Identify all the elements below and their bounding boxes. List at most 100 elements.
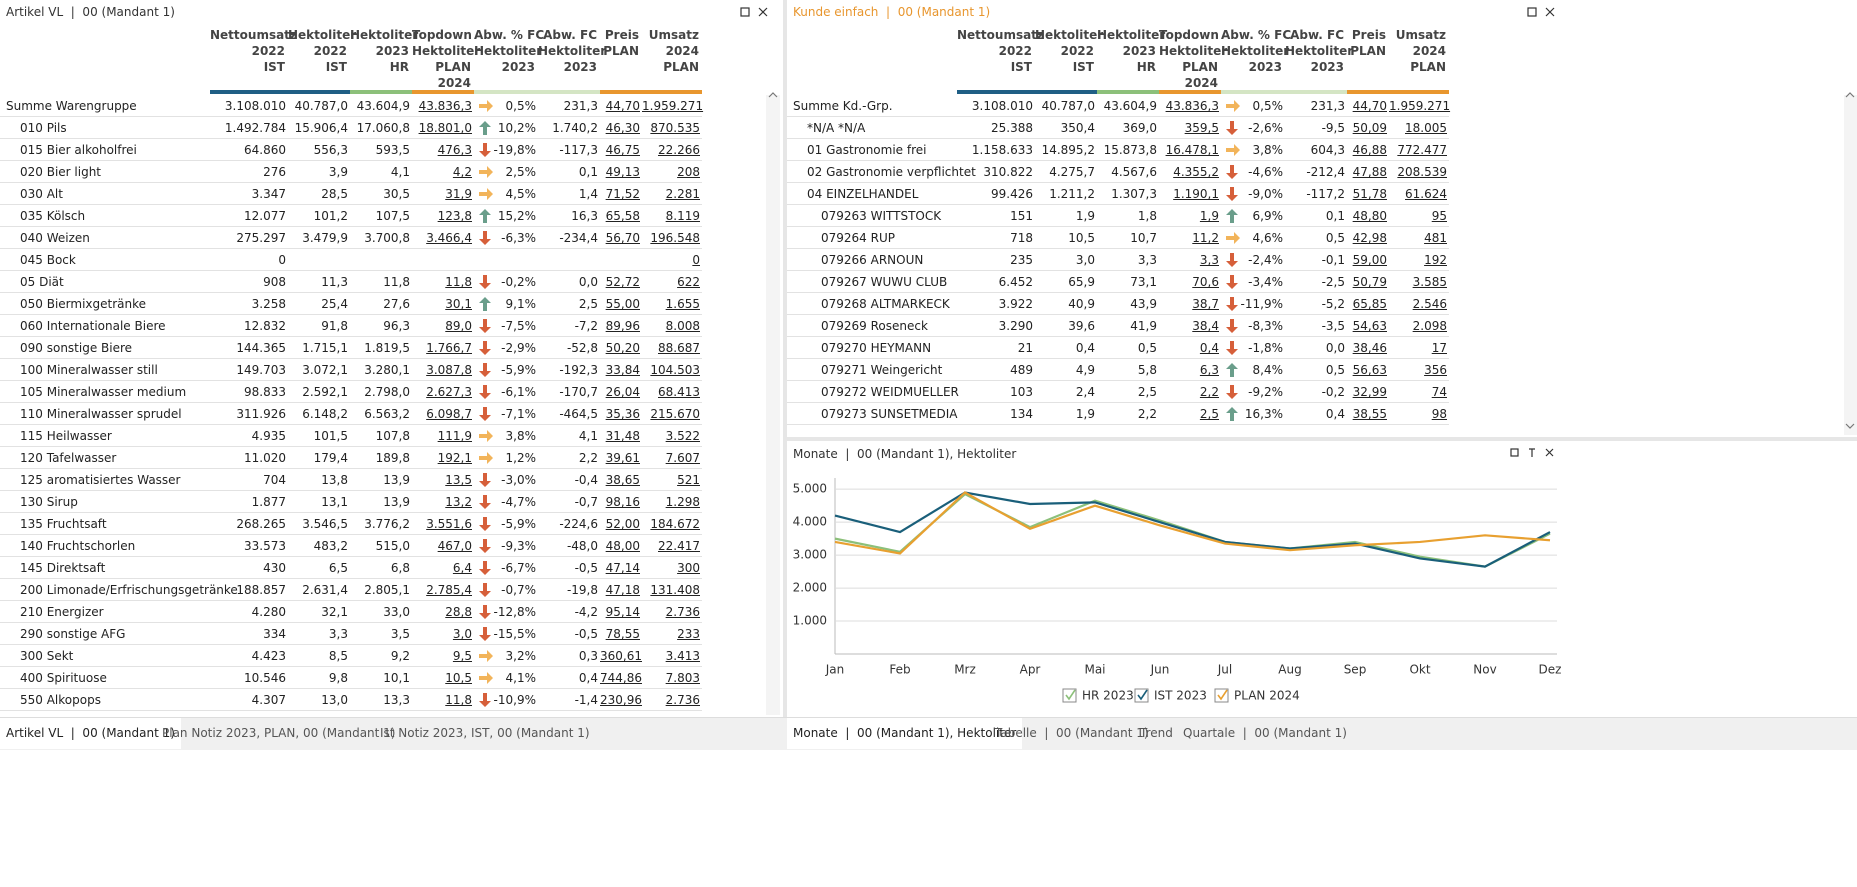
legend-label[interactable]: HR 2023	[1082, 689, 1134, 703]
cell[interactable]: 13,2	[445, 495, 472, 509]
cell[interactable]: 61.624	[1405, 187, 1447, 201]
scrollbar[interactable]	[1844, 95, 1857, 435]
cell[interactable]: 2.098	[1412, 319, 1447, 333]
cell[interactable]: 111,9	[437, 429, 472, 443]
tab[interactable]: Trend	[1140, 726, 1173, 740]
cell[interactable]: 10,5	[445, 671, 472, 685]
cell[interactable]: 7.803	[665, 671, 700, 685]
legend-label[interactable]: IST 2023	[1154, 689, 1207, 703]
cell[interactable]: 54,63	[1352, 319, 1387, 333]
cell[interactable]: 59,00	[1352, 253, 1387, 267]
cell[interactable]: 18.801,0	[418, 121, 472, 135]
cell[interactable]: 48,00	[605, 539, 640, 553]
cell[interactable]: 65,58	[605, 209, 640, 223]
cell[interactable]: 8.008	[665, 319, 700, 333]
cell[interactable]: 356	[1424, 363, 1447, 377]
cell[interactable]: 208.539	[1397, 165, 1447, 179]
cell[interactable]: 360,61	[600, 649, 642, 663]
cell[interactable]: 47,18	[605, 583, 640, 597]
cell[interactable]: 46,30	[605, 121, 640, 135]
maximize-button[interactable]	[1510, 448, 1519, 457]
cell[interactable]: 208	[677, 165, 700, 179]
tab[interactable]: Monate | 00 (Mandant 1), Hektoliter	[787, 718, 1023, 749]
close-button[interactable]	[1545, 7, 1555, 17]
cell[interactable]: 4,2	[452, 165, 472, 179]
cell[interactable]: 2.546	[1412, 297, 1447, 311]
cell[interactable]: 11,2	[1192, 231, 1219, 245]
cell[interactable]: 95	[1431, 209, 1447, 223]
cell[interactable]: 88.687	[658, 341, 700, 355]
cell[interactable]: 6,4	[452, 561, 472, 575]
cell[interactable]: 3.087,8	[426, 363, 472, 377]
cell[interactable]: 98,16	[605, 495, 640, 509]
tab[interactable]: Tabelle | 00 (Mandant 1)	[995, 726, 1149, 740]
cell[interactable]: 622	[677, 275, 700, 289]
cell[interactable]: 65,85	[1352, 297, 1387, 311]
cell[interactable]: 78,55	[605, 627, 640, 641]
cell[interactable]: 0,4	[1199, 341, 1219, 355]
cell[interactable]: 3.551,6	[426, 517, 472, 531]
cell[interactable]: 192,1	[437, 451, 472, 465]
cell[interactable]: 68.413	[658, 385, 700, 399]
cell[interactable]: 89,96	[605, 319, 640, 333]
cell[interactable]: 131.408	[650, 583, 700, 597]
cell[interactable]: 1,9	[1199, 209, 1219, 223]
tab[interactable]: Artikel VL | 00 (Mandant 1)	[0, 718, 181, 749]
cell[interactable]: 3.585	[1412, 275, 1447, 289]
cell[interactable]: 521	[677, 473, 700, 487]
cell[interactable]: 74	[1431, 385, 1447, 399]
cell[interactable]: 43.836,3	[1165, 99, 1219, 113]
cell[interactable]: 50,20	[605, 341, 640, 355]
cell[interactable]: 3.466,4	[426, 231, 472, 245]
pin-button[interactable]	[1529, 448, 1535, 457]
cell[interactable]: 772.477	[1397, 143, 1447, 157]
cell[interactable]: 89,0	[445, 319, 472, 333]
cell[interactable]: 192	[1424, 253, 1447, 267]
cell[interactable]: 1.766,7	[426, 341, 472, 355]
cell[interactable]: 22.266	[658, 143, 700, 157]
maximize-button[interactable]	[1527, 7, 1537, 17]
cell[interactable]: 1.959.271	[1389, 99, 1451, 113]
cell[interactable]: 215.670	[650, 407, 700, 421]
cell[interactable]: 98	[1431, 407, 1447, 421]
cell[interactable]: 744,86	[600, 671, 642, 685]
cell[interactable]: 44,70	[605, 99, 640, 113]
cell[interactable]: 11,8	[445, 693, 472, 707]
cell[interactable]: 28,8	[445, 605, 472, 619]
cell[interactable]: 2.785,4	[426, 583, 472, 597]
cell[interactable]: 44,70	[1352, 99, 1387, 113]
tab[interactable]: Quartale | 00 (Mandant 1)	[1183, 726, 1347, 740]
cell[interactable]: 104.503	[650, 363, 700, 377]
maximize-button[interactable]	[740, 7, 750, 17]
cell[interactable]: 30,1	[445, 297, 472, 311]
cell[interactable]: 359,5	[1184, 121, 1219, 135]
cell[interactable]: 52,00	[605, 517, 640, 531]
cell[interactable]: 123,8	[437, 209, 472, 223]
cell[interactable]: 26,04	[605, 385, 640, 399]
cell[interactable]: 13,5	[445, 473, 472, 487]
cell[interactable]: 1.959.271	[642, 99, 704, 113]
cell[interactable]: 3,3	[1199, 253, 1219, 267]
cell[interactable]: 32,99	[1352, 385, 1387, 399]
cell[interactable]: 31,48	[605, 429, 640, 443]
cell[interactable]: 11,8	[445, 275, 472, 289]
cell[interactable]: 3.522	[665, 429, 700, 443]
cell[interactable]: 8.119	[665, 209, 700, 223]
cell[interactable]: 52,72	[605, 275, 640, 289]
cell[interactable]: 7.607	[665, 451, 700, 465]
cell[interactable]: 233	[677, 627, 700, 641]
cell[interactable]: 2,2	[1199, 385, 1219, 399]
cell[interactable]: 2.281	[665, 187, 700, 201]
cell[interactable]: 46,75	[605, 143, 640, 157]
cell[interactable]: 870.535	[650, 121, 700, 135]
cell[interactable]: 33,84	[605, 363, 640, 377]
cell[interactable]: 300	[677, 561, 700, 575]
cell[interactable]: 56,70	[605, 231, 640, 245]
cell[interactable]: 39,61	[605, 451, 640, 465]
cell[interactable]: 46,88	[1352, 143, 1387, 157]
cell[interactable]: 95,14	[605, 605, 640, 619]
cell[interactable]: 2.627,3	[426, 385, 472, 399]
cell[interactable]: 56,63	[1352, 363, 1387, 377]
cell[interactable]: 2,5	[1199, 407, 1219, 421]
cell[interactable]: 1.298	[665, 495, 700, 509]
